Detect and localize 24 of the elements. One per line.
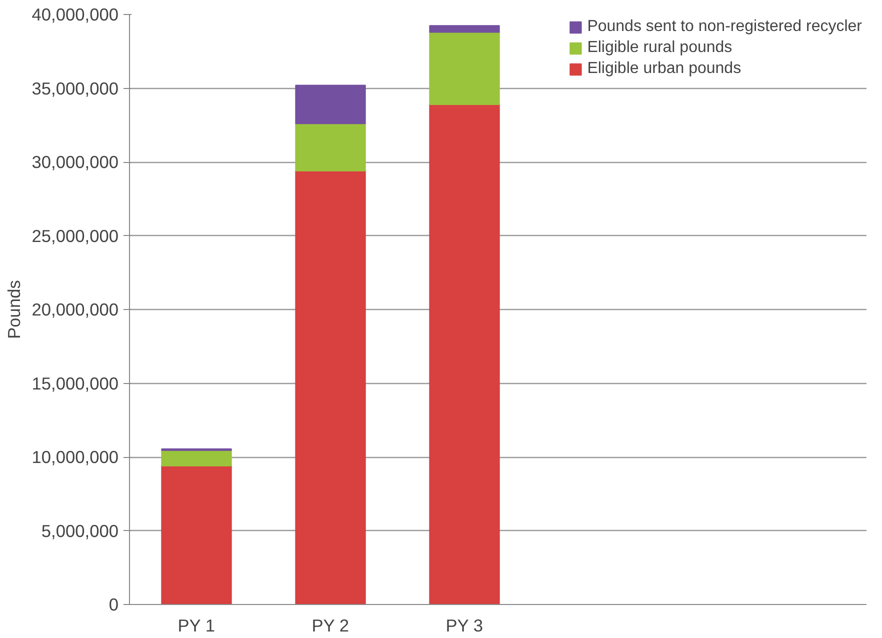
y-tick-label: 0 <box>108 594 119 614</box>
bar <box>429 25 500 33</box>
y-tick-label: 25,000,000 <box>32 226 119 246</box>
y-tick-label: 35,000,000 <box>32 78 119 98</box>
x-tick-label: PY 1 <box>178 616 215 636</box>
legend-label: Eligible urban pounds <box>587 60 742 78</box>
legend-label: Eligible rural pounds <box>587 39 734 57</box>
bar <box>295 170 366 604</box>
bar <box>429 32 500 105</box>
y-tick-label: 5,000,000 <box>41 520 119 541</box>
y-tick-label: 20,000,000 <box>32 300 119 320</box>
x-tick-label: PY 2 <box>312 616 349 636</box>
x-tick-label: PY 3 <box>446 616 483 636</box>
y-axis-title: Pounds <box>4 280 24 339</box>
bar <box>429 104 500 604</box>
y-tick-label: 15,000,000 <box>32 373 119 394</box>
legend-label: Pounds sent to non-registered recycler <box>587 18 862 36</box>
bar <box>161 465 232 604</box>
bar <box>295 84 366 124</box>
y-tick-label: 40,000,000 <box>32 4 119 24</box>
bar <box>295 123 366 172</box>
y-tick-label: 30,000,000 <box>32 152 119 172</box>
y-tick-label: 10,000,000 <box>32 447 119 467</box>
bar <box>161 450 232 466</box>
